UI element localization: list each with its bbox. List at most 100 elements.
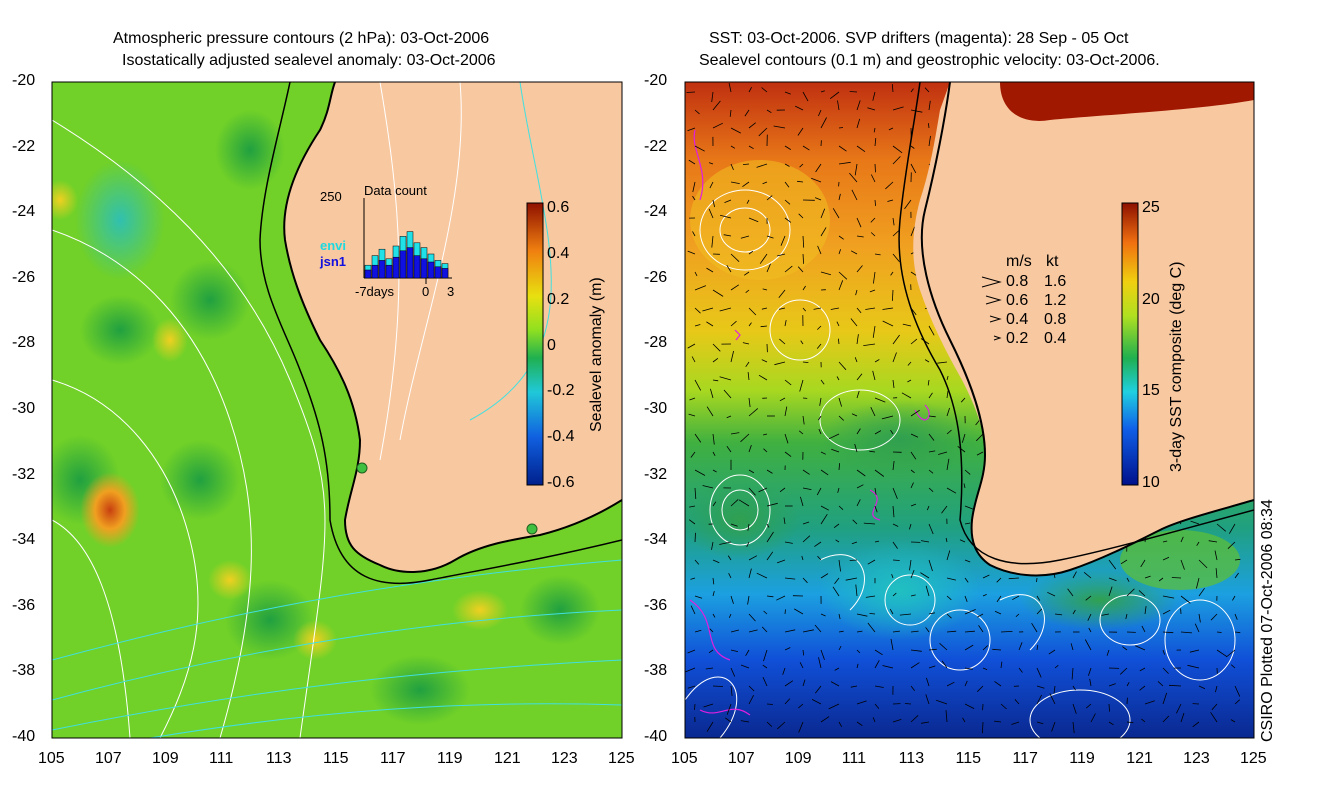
velocity-vector (1014, 699, 1020, 705)
velocity-vector (1012, 109, 1020, 111)
velocity-vector (820, 227, 827, 237)
velocity-vector (1008, 577, 1020, 580)
velocity-vector (1072, 703, 1077, 714)
left-colorbar-label: Sealevel anomaly (m) (588, 277, 605, 432)
velocity-vector (946, 91, 952, 95)
velocity-vector (802, 521, 810, 525)
velocity-vector (946, 390, 949, 399)
velocity-vector (1216, 503, 1223, 507)
y-tick-label: -34 (12, 531, 36, 549)
velocity-vector (1036, 644, 1039, 651)
inset-xlabel-end: 3 (447, 284, 455, 299)
velocity-vector (910, 409, 920, 417)
inset-bar-jsn1 (364, 269, 372, 279)
velocity-vector (1216, 463, 1220, 471)
velocity-vector (973, 505, 984, 511)
velocity-vector (892, 505, 895, 518)
velocity-vector (745, 361, 750, 368)
velocity-vector (892, 334, 900, 345)
velocity-vector (1138, 126, 1146, 129)
velocity-vector (1141, 718, 1146, 723)
velocity-vector (925, 585, 930, 597)
velocity-vector (820, 505, 829, 511)
velocity-vector (1196, 577, 1200, 589)
velocity-key-kt-header: kt (1046, 253, 1059, 270)
velocity-vector (1126, 233, 1134, 237)
velocity-vector (748, 397, 751, 408)
velocity-vector (818, 428, 822, 435)
velocity-vector (1072, 145, 1082, 154)
velocity-vector (1015, 190, 1020, 201)
velocity-vector (1216, 631, 1222, 633)
velocity-vector (994, 325, 1002, 334)
velocity-vector (1048, 161, 1056, 165)
velocity-vector (1000, 661, 1003, 669)
velocity-vector (1027, 427, 1038, 435)
x-tick-label: 105 (671, 750, 698, 767)
x-tick-label: 123 (551, 750, 578, 767)
velocity-vector (795, 105, 804, 111)
velocity-vector (1054, 523, 1060, 527)
velocity-vector (928, 665, 936, 669)
velocity-vector (816, 343, 822, 349)
velocity-vector (834, 667, 840, 671)
velocity-vector (946, 145, 952, 150)
velocity-vector (690, 451, 696, 458)
velocity-vector (1234, 412, 1243, 417)
velocity-vector (1008, 431, 1020, 435)
velocity-vector (928, 612, 935, 615)
y-tick-label: -32 (12, 465, 36, 483)
velocity-vector (802, 307, 807, 312)
velocity-vector (1090, 713, 1096, 723)
velocity-vector (723, 234, 732, 237)
velocity-vector (1211, 109, 1218, 121)
velocity-vector (1036, 253, 1042, 256)
velocity-vector (784, 379, 792, 386)
velocity-vector (1162, 244, 1170, 255)
velocity-vector (1010, 480, 1020, 489)
velocity-vector (1142, 361, 1146, 373)
velocity-vector (1081, 354, 1092, 363)
y-tick-label: -20 (12, 72, 36, 89)
velocity-vector (928, 415, 936, 418)
velocity-vector (817, 555, 822, 561)
velocity-vector (724, 717, 732, 723)
velocity-vector (963, 483, 966, 489)
velocity-vector (856, 469, 866, 477)
velocity-key-kt-value: 0.4 (1044, 330, 1067, 347)
velocity-vector (779, 487, 786, 493)
velocity-vector (705, 667, 714, 670)
velocity-vector (1029, 503, 1038, 507)
velocity-vector (1211, 341, 1218, 345)
velocity-vector (1108, 683, 1116, 687)
velocity-vector (964, 469, 971, 475)
velocity-vector (945, 537, 948, 543)
velocity-vector (856, 100, 861, 111)
velocity-vector (867, 622, 876, 633)
velocity-vector (706, 721, 714, 732)
velocity-vector (832, 586, 840, 597)
velocity-vector (1048, 451, 1056, 461)
velocity-vector (996, 557, 1002, 561)
velocity-vector (748, 555, 758, 561)
velocity-vector (727, 555, 732, 561)
velocity-vector (712, 357, 719, 363)
velocity-vector (1126, 469, 1132, 475)
velocity-vector (1066, 199, 1074, 208)
velocity-vector (1085, 109, 1092, 112)
velocity-vector (784, 433, 789, 444)
velocity-vector (691, 356, 696, 363)
velocity-vector (1162, 609, 1171, 615)
velocity-vector (1178, 191, 1182, 201)
velocity-vector (784, 541, 793, 544)
velocity-vector (1064, 361, 1074, 370)
velocity-vector (910, 226, 915, 237)
velocity-vector (904, 199, 912, 210)
velocity-vector (687, 685, 696, 689)
velocity-vector (994, 235, 1002, 239)
velocity-vector (1072, 158, 1078, 165)
velocity-vector (910, 109, 923, 113)
velocity-vector (820, 613, 826, 617)
x-tick-label: 111 (209, 750, 234, 767)
velocity-vector (690, 577, 696, 580)
